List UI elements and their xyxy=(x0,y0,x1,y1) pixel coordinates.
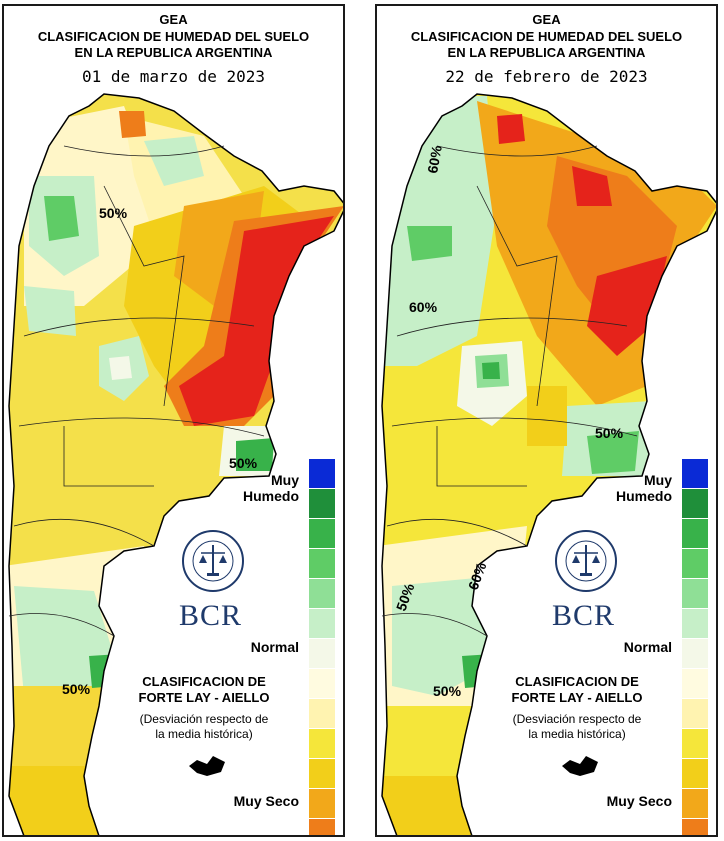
map-panel-march: 50% 50% 50% GEA CLASIFICACION DE HUMEDAD… xyxy=(2,4,345,837)
color-swatch xyxy=(682,759,708,789)
color-swatch xyxy=(682,819,708,835)
legend-wet-label: Muy Humedo xyxy=(243,472,299,504)
contour-label: 50% xyxy=(595,425,624,441)
bcr-seal-logo xyxy=(182,530,244,592)
color-swatch xyxy=(309,489,335,519)
classification-title: CLASIFICACION DE FORTE LAY - AIELLO xyxy=(487,674,667,706)
map-title-line1: CLASIFICACION DE HUMEDAD DEL SUELO xyxy=(37,29,310,44)
color-swatch xyxy=(682,549,708,579)
org-label: GEA xyxy=(532,12,561,27)
contour-label: 60% xyxy=(424,144,445,175)
color-swatch xyxy=(309,669,335,699)
color-swatch xyxy=(309,699,335,729)
legend-dry-label: Muy Seco xyxy=(233,793,299,809)
color-swatch xyxy=(309,549,335,579)
map-title-line1: CLASIFICACION DE HUMEDAD DEL SUELO xyxy=(410,29,683,44)
map-panel-february: 60% 60% 50% 50% 60% 50% GEA CLASIFICACIO… xyxy=(375,4,718,837)
color-scale xyxy=(682,459,708,835)
classification-title-line1: CLASIFICACION DE xyxy=(142,674,266,689)
color-swatch xyxy=(309,519,335,549)
org-label: GEA xyxy=(159,12,188,27)
contour-label: 50% xyxy=(433,683,462,699)
legend-wet-label: Muy Humedo xyxy=(616,472,672,504)
classification-note: (Desviación respecto de la media históri… xyxy=(112,712,296,742)
legend-dry-label: Muy Seco xyxy=(606,793,672,809)
color-swatch xyxy=(682,729,708,759)
argentina-map: 50% 50% 50% xyxy=(8,93,343,835)
color-swatch xyxy=(682,459,708,489)
legend-normal-label: Normal xyxy=(623,639,672,655)
classification-title-line1: CLASIFICACION DE xyxy=(515,674,639,689)
bcr-seal-logo xyxy=(555,530,617,592)
classification-note-line2: la media histórica) xyxy=(155,727,253,741)
color-swatch xyxy=(309,579,335,609)
contour-label: 50% xyxy=(62,681,91,697)
color-scale xyxy=(309,459,335,835)
color-swatch xyxy=(309,759,335,789)
classification-title-line2: FORTE LAY - AIELLO xyxy=(138,690,270,705)
classification-note: (Desviación respecto de la media históri… xyxy=(485,712,669,742)
map-date: 22 de febrero de 2023 xyxy=(445,67,648,86)
color-swatch xyxy=(309,639,335,669)
map-title-line2: EN LA REPUBLICA ARGENTINA xyxy=(447,45,646,60)
contour-label: 60% xyxy=(409,299,438,315)
color-swatch xyxy=(309,729,335,759)
color-swatch xyxy=(682,669,708,699)
color-swatch xyxy=(682,789,708,819)
argentina-map: 60% 60% 50% 50% 60% 50% xyxy=(381,93,716,835)
classification-note-line1: (Desviación respecto de xyxy=(512,712,642,726)
bcr-logo-text: BCR xyxy=(179,599,243,632)
color-swatch xyxy=(309,459,335,489)
bcr-logo-text: BCR xyxy=(552,599,616,632)
color-swatch xyxy=(309,819,335,835)
color-swatch xyxy=(682,609,708,639)
classification-note-line2: la media histórica) xyxy=(528,727,626,741)
color-swatch xyxy=(309,609,335,639)
color-swatch xyxy=(309,789,335,819)
classification-note-line1: (Desviación respecto de xyxy=(139,712,269,726)
map-title-line2: EN LA REPUBLICA ARGENTINA xyxy=(74,45,273,60)
legend-normal-label: Normal xyxy=(250,639,299,655)
color-swatch xyxy=(682,579,708,609)
contour-label: 50% xyxy=(229,455,258,471)
color-swatch xyxy=(682,519,708,549)
contour-label: 50% xyxy=(99,205,128,221)
classification-title-line2: FORTE LAY - AIELLO xyxy=(511,690,643,705)
color-swatch xyxy=(682,699,708,729)
color-swatch xyxy=(682,639,708,669)
color-swatch xyxy=(682,489,708,519)
classification-title: CLASIFICACION DE FORTE LAY - AIELLO xyxy=(114,674,294,706)
map-date: 01 de marzo de 2023 xyxy=(81,67,266,86)
